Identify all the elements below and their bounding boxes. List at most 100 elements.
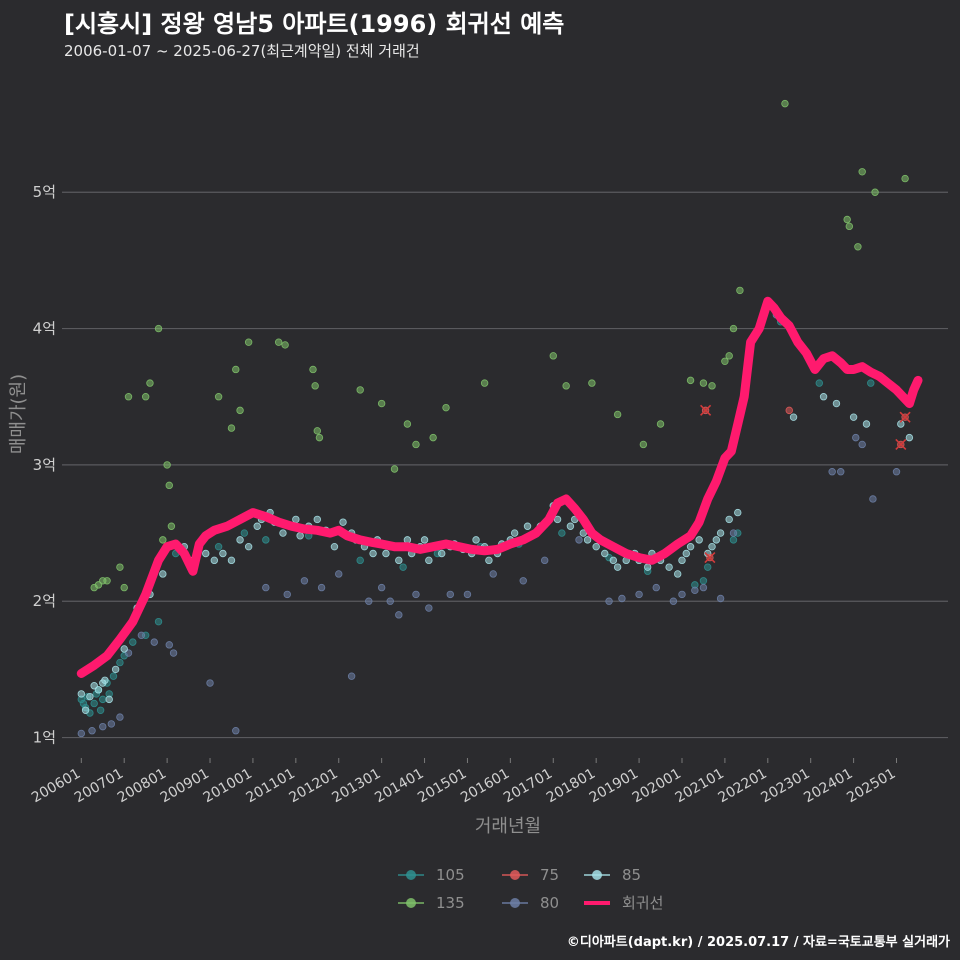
point-135[interactable] (390, 465, 399, 473)
point-105[interactable] (154, 617, 163, 626)
point-80[interactable] (77, 729, 86, 738)
point-105[interactable] (262, 536, 270, 544)
point-75[interactable] (785, 406, 793, 415)
point-135[interactable] (154, 324, 163, 333)
point-85[interactable] (523, 522, 532, 530)
point-80[interactable] (150, 638, 158, 646)
point-80[interactable] (107, 720, 116, 728)
point-85[interactable] (905, 433, 914, 442)
point-105[interactable] (558, 529, 566, 537)
point-85[interactable] (592, 542, 600, 551)
point-135[interactable] (639, 440, 648, 449)
point-80[interactable] (347, 672, 356, 680)
point-85[interactable] (86, 692, 94, 701)
point-80[interactable] (678, 590, 686, 599)
point-85[interactable] (313, 515, 321, 524)
point-85[interactable] (77, 690, 86, 698)
point-135[interactable] (311, 382, 319, 390)
point-80[interactable] (165, 641, 173, 649)
point-85[interactable] (202, 549, 210, 558)
point-105[interactable] (116, 658, 124, 667)
point-105[interactable] (399, 563, 407, 571)
point-85[interactable] (330, 542, 339, 551)
point-85[interactable] (601, 549, 609, 558)
point-135[interactable] (236, 406, 244, 415)
point-135[interactable] (103, 577, 111, 585)
point-80[interactable] (88, 727, 96, 735)
point-85[interactable] (120, 645, 128, 653)
point-135[interactable] (281, 341, 289, 349)
point-85[interactable] (725, 515, 733, 524)
legend-item-135[interactable]: 135 (396, 892, 500, 913)
point-80[interactable] (716, 594, 725, 603)
point-85[interactable] (94, 686, 103, 694)
point-80[interactable] (395, 611, 403, 619)
point-105[interactable] (90, 699, 98, 708)
point-105[interactable] (240, 529, 249, 537)
point-135[interactable] (146, 379, 154, 387)
point-85[interactable] (227, 556, 236, 565)
point-85[interactable] (236, 536, 244, 544)
point-85[interactable] (609, 556, 618, 565)
point-80[interactable] (858, 440, 866, 449)
point-80[interactable] (869, 495, 877, 503)
point-80[interactable] (300, 577, 309, 585)
point-80[interactable] (489, 570, 497, 578)
point-135[interactable] (781, 99, 789, 108)
point-105[interactable] (99, 695, 107, 704)
point-80[interactable] (169, 649, 178, 657)
point-80[interactable] (412, 590, 420, 599)
legend-item-75[interactable]: 75 (500, 866, 582, 884)
point-135[interactable] (725, 352, 733, 360)
legend-item-regression[interactable]: 회귀선 (582, 892, 682, 913)
point-85[interactable] (403, 536, 412, 544)
point-85[interactable] (708, 542, 716, 551)
point-80[interactable] (519, 577, 527, 585)
point-135[interactable] (163, 461, 171, 469)
point-80[interactable] (669, 597, 678, 605)
point-135[interactable] (729, 324, 738, 333)
point-85[interactable] (244, 542, 253, 551)
point-105[interactable] (815, 379, 823, 387)
point-85[interactable] (712, 536, 721, 544)
point-135[interactable] (871, 188, 879, 196)
point-80[interactable] (729, 529, 738, 537)
point-80[interactable] (99, 722, 107, 731)
point-135[interactable] (721, 357, 729, 365)
point-85[interactable] (613, 563, 622, 571)
point-135[interactable] (274, 338, 283, 346)
point-135[interactable] (313, 427, 321, 435)
point-85[interactable] (296, 532, 304, 540)
point-85[interactable] (665, 563, 673, 571)
point-105[interactable] (729, 536, 738, 544)
point-135[interactable] (588, 379, 596, 387)
point-85[interactable] (472, 536, 480, 544)
point-85[interactable] (819, 393, 828, 401)
point-85[interactable] (682, 549, 690, 558)
point-105[interactable] (129, 638, 137, 646)
point-80[interactable] (137, 631, 146, 640)
point-80[interactable] (463, 590, 472, 599)
point-85[interactable] (686, 542, 695, 551)
point-85[interactable] (643, 563, 652, 571)
point-105[interactable] (704, 563, 712, 571)
point-80[interactable] (116, 713, 124, 721)
point-85[interactable] (105, 695, 113, 704)
point-105[interactable] (699, 577, 708, 585)
point-135[interactable] (858, 168, 866, 176)
point-135[interactable] (708, 382, 716, 390)
point-80[interactable] (540, 556, 549, 565)
point-135[interactable] (843, 215, 851, 224)
point-85[interactable] (673, 570, 682, 578)
point-85[interactable] (425, 556, 433, 565)
point-135[interactable] (232, 365, 240, 374)
point-80[interactable] (892, 468, 901, 476)
point-135[interactable] (356, 386, 364, 394)
point-80[interactable] (386, 597, 394, 605)
point-80[interactable] (605, 597, 613, 605)
point-80[interactable] (377, 583, 386, 592)
point-80[interactable] (635, 590, 643, 599)
point-85[interactable] (678, 556, 686, 565)
point-85[interactable] (420, 536, 429, 544)
point-80[interactable] (335, 570, 343, 578)
